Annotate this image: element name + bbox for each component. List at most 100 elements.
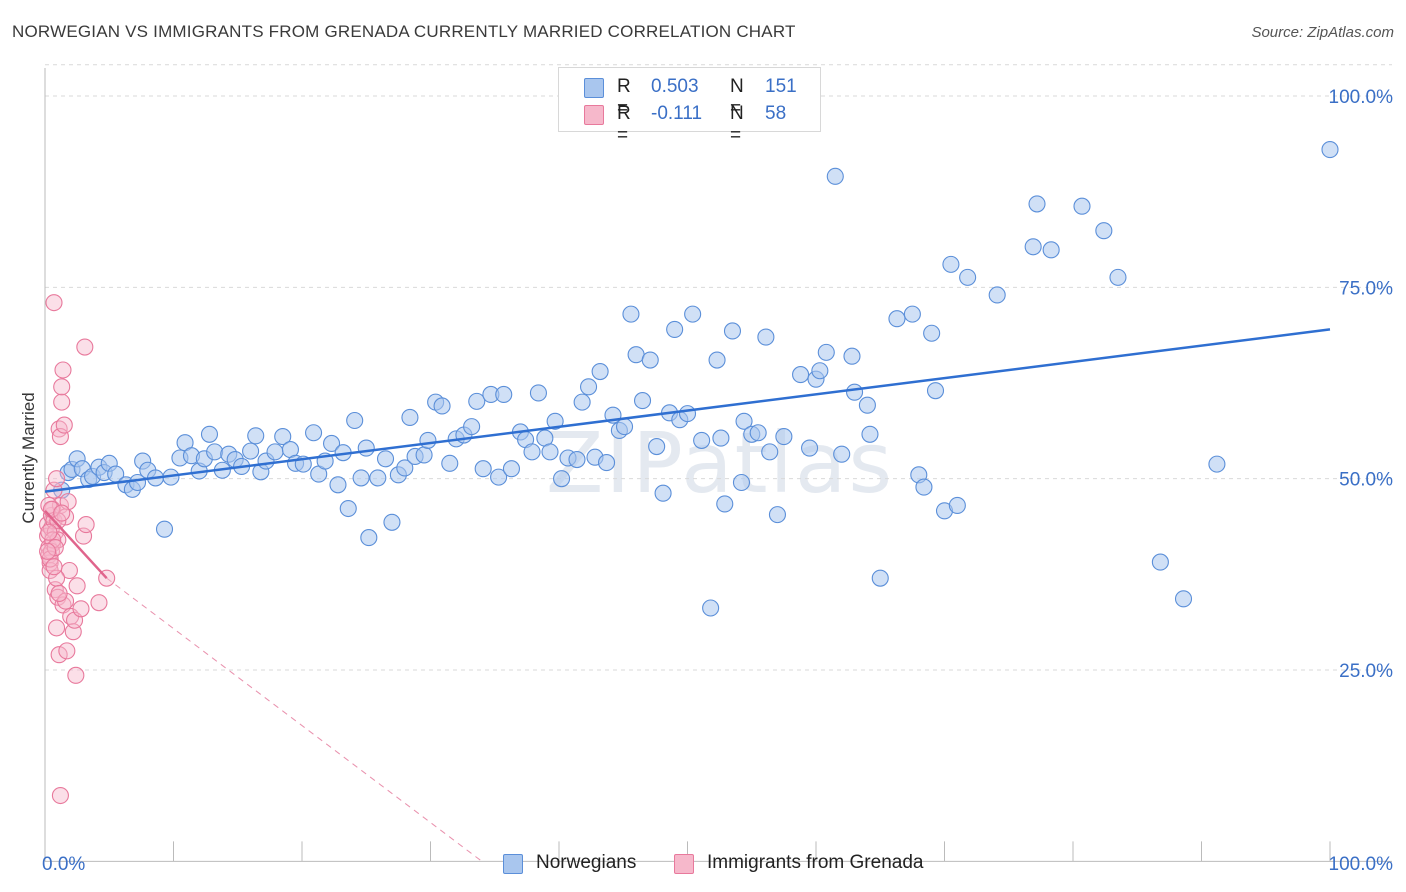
norwegians-point — [1109, 268, 1127, 286]
norwegians-point — [817, 343, 835, 361]
norwegians-point — [1321, 141, 1339, 159]
bottom-legend-swatch-grenada — [674, 854, 694, 874]
norwegians-point — [732, 473, 751, 492]
y-tick-label: 50.0% — [1339, 470, 1393, 491]
norwegians-point — [861, 425, 879, 443]
grenada-point — [77, 516, 95, 534]
norwegians-point — [615, 418, 634, 436]
grenada-point — [50, 646, 68, 664]
grenada-trend-group — [106, 577, 483, 862]
norwegians-point — [401, 408, 419, 426]
norwegians-point — [749, 424, 767, 442]
norwegians-points — [53, 141, 1339, 617]
grenada-point — [67, 666, 85, 684]
norwegians-point — [988, 286, 1006, 304]
norwegians-point — [768, 506, 787, 524]
grenada-point — [53, 504, 71, 522]
legend-r-label: R = — [617, 76, 631, 119]
grenada-point — [51, 786, 69, 805]
norwegians-point — [242, 442, 260, 460]
norwegians-point — [843, 347, 861, 365]
norwegians-point — [206, 443, 224, 461]
norwegians-point — [329, 476, 347, 494]
grenada-point — [68, 577, 86, 595]
grenada-point — [53, 393, 71, 411]
grenada-point — [53, 378, 71, 396]
grenada-points — [39, 294, 116, 805]
legend-n-label: N = — [730, 76, 744, 119]
x-tick-label: 100.0% — [1329, 854, 1394, 875]
norwegians-point — [723, 322, 742, 340]
y-tick-label: 25.0% — [1339, 661, 1393, 682]
norwegians-point — [811, 362, 829, 380]
norwegians-point — [648, 437, 666, 456]
norwegians-point — [888, 310, 906, 328]
legend-swatch-norwegians — [584, 78, 604, 98]
norwegians-point — [339, 499, 357, 518]
norwegians-point — [323, 434, 341, 453]
norwegians-point — [266, 443, 284, 461]
norwegians-point — [360, 529, 378, 547]
grenada-trend-extension — [106, 577, 483, 862]
norwegians-point — [702, 599, 720, 617]
correlation-legend: R = 0.503 N = 151 R = -0.111 N = 58 — [558, 67, 821, 146]
norwegians-point — [523, 443, 541, 461]
grenada-point — [72, 600, 90, 618]
tick-labels: 25.0% 50.0% 75.0% 100.0% 0.0% 100.0% — [42, 87, 1393, 875]
norwegians-point — [1024, 238, 1042, 256]
norwegians-point — [541, 443, 559, 461]
legend-r-label: R = — [617, 103, 631, 146]
norwegians-trend-line — [44, 328, 1331, 493]
norwegians-point — [568, 450, 586, 469]
norwegians-point — [490, 468, 508, 486]
norwegians-point — [305, 424, 323, 442]
grenada-point — [90, 594, 108, 612]
norwegians-point — [383, 513, 401, 531]
bottom-legend-label: Norwegians — [536, 852, 637, 873]
norwegians-point — [693, 431, 711, 449]
norwegians-point — [775, 428, 793, 446]
norwegians-point — [1028, 195, 1046, 213]
norwegians-point — [858, 396, 876, 414]
norwegians-point — [419, 431, 437, 449]
grenada-point — [58, 642, 76, 660]
grenada-point — [45, 294, 63, 312]
chart-title: NORWEGIAN VS IMMIGRANTS FROM GRENADA CUR… — [12, 22, 796, 41]
norwegians-point — [1151, 553, 1169, 571]
norwegians-point — [580, 378, 598, 396]
norwegians-point — [1095, 222, 1113, 240]
norwegians-point — [708, 351, 726, 369]
norwegians-point — [1042, 241, 1060, 259]
legend-n-value: 151 — [765, 76, 797, 97]
legend-n-label: N = — [730, 103, 744, 146]
norwegians-point — [761, 443, 779, 461]
norwegians-point — [654, 484, 672, 502]
norwegians-point — [352, 469, 370, 487]
norwegians-point — [396, 459, 414, 477]
norwegians-point — [1174, 590, 1193, 608]
norwegians-point — [684, 305, 702, 323]
legend-swatch-grenada — [584, 105, 604, 125]
grenada-point — [48, 470, 66, 488]
norwegians-point — [502, 460, 521, 478]
norwegians-point — [546, 412, 564, 430]
norwegians-point — [463, 418, 481, 436]
norwegians-point — [553, 470, 571, 488]
norwegians-point — [573, 393, 591, 411]
norwegians-point — [712, 429, 730, 447]
norwegians-point — [833, 445, 851, 463]
norwegians-point — [415, 446, 433, 464]
norwegians-point — [915, 478, 933, 496]
grenada-point — [55, 416, 73, 434]
y-tick-label: 100.0% — [1329, 87, 1394, 108]
bottom-legend-swatch-norwegians — [503, 854, 523, 874]
norwegians-point — [678, 405, 697, 423]
norwegians-point — [247, 427, 265, 445]
norwegians-point — [200, 425, 219, 443]
grenada-point — [50, 584, 68, 603]
norwegians-point — [959, 268, 977, 286]
norwegians-point — [597, 454, 616, 472]
legend-n-value: 58 — [765, 103, 787, 124]
norwegians-point — [474, 460, 492, 478]
grenada-point — [46, 538, 64, 557]
